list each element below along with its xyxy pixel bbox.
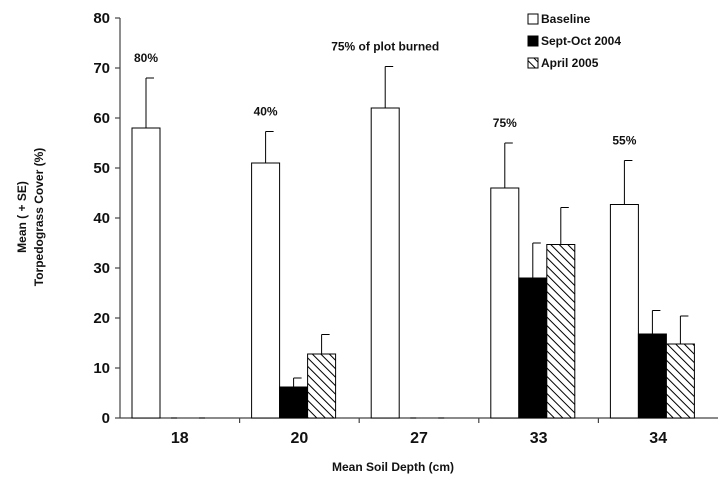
bar-april-2005	[546, 244, 576, 419]
x-axis-title: Mean Soil Depth (cm)	[332, 460, 454, 474]
x-category-label: 27	[410, 430, 428, 447]
legend-label-baseline: Baseline	[541, 12, 591, 26]
x-category-label: 33	[530, 430, 548, 447]
y-axis-title-line-1: Mean ( + SE)	[15, 181, 29, 253]
y-axis-title-line-2: Torpedograss Cover (%)	[32, 148, 46, 286]
y-tick-labels: 0 10 20 30 40 50 60 70 80	[93, 10, 110, 427]
y-tick-label: 80	[93, 10, 110, 27]
y-tick-label: 30	[93, 260, 110, 277]
y-tick-label: 10	[93, 360, 110, 377]
legend-label-april-2005: April 2005	[541, 56, 599, 70]
bar-april-2005	[307, 353, 337, 419]
bar-sept-oct-2004	[518, 277, 548, 419]
bar-sept-oct-2004	[279, 386, 309, 419]
x-category-label: 18	[171, 430, 189, 447]
legend: Baseline Sept-Oct 2004 April 2005	[527, 12, 621, 70]
x-category-labels: 18 20 27 33 34	[171, 430, 667, 447]
y-tick-label: 40	[93, 210, 110, 227]
bars	[131, 107, 695, 419]
bar-baseline	[131, 127, 161, 419]
annotation-label: 55%	[612, 134, 636, 148]
y-tick-label: 50	[93, 160, 110, 177]
bar-baseline	[251, 162, 281, 419]
bar-baseline	[490, 187, 520, 419]
bar-baseline	[609, 204, 639, 419]
annotation-label: 40%	[254, 105, 278, 119]
x-category-label: 20	[291, 430, 309, 447]
legend-swatch-april-2005	[527, 57, 539, 69]
bar-sept-oct-2004	[637, 333, 667, 419]
y-tick-label: 60	[93, 110, 110, 127]
annotation-label: 75%	[493, 116, 517, 130]
annotation-label: 80%	[134, 51, 158, 65]
y-tick-label: 70	[93, 60, 110, 77]
error-bars	[145, 66, 689, 419]
annotations: 80% 40% 75% of plot burned 75% 55%	[134, 40, 637, 148]
y-tick-label: 0	[102, 410, 110, 427]
bar-april-2005	[665, 343, 695, 419]
legend-swatch-baseline	[527, 13, 539, 25]
annotation-label: 75% of plot burned	[331, 40, 439, 54]
x-category-label: 34	[649, 430, 667, 447]
legend-swatch-sept-oct-2004	[527, 35, 539, 47]
bar-baseline	[370, 107, 400, 419]
y-tick-label: 20	[93, 310, 110, 327]
legend-label-sept-oct-2004: Sept-Oct 2004	[541, 34, 621, 48]
